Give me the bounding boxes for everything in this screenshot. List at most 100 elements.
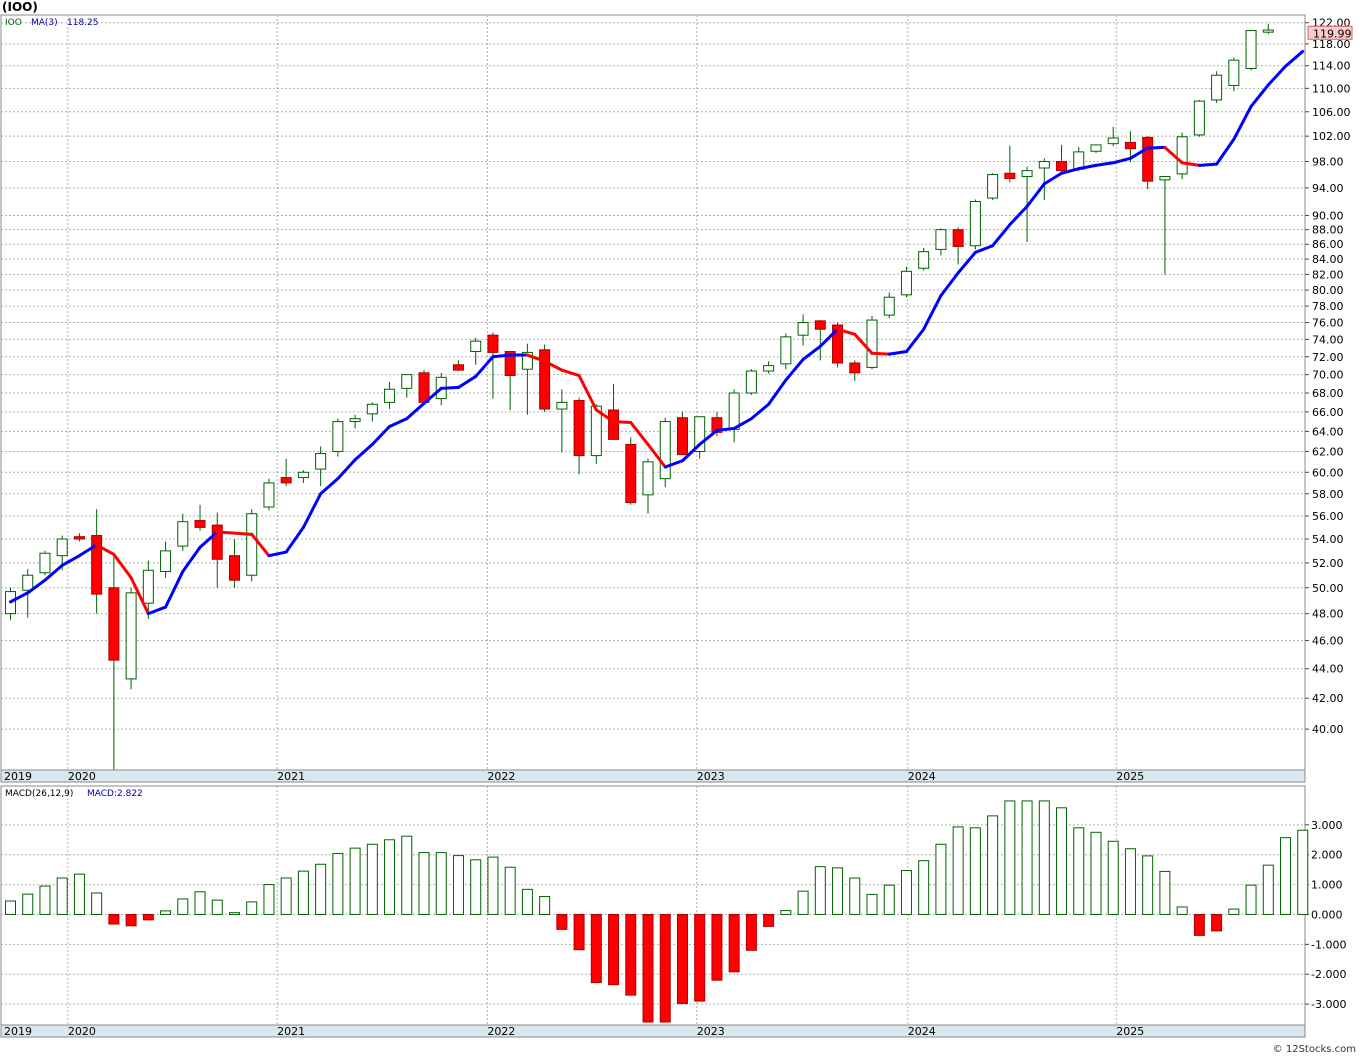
candle-body <box>883 296 895 316</box>
macd-bar <box>539 896 551 915</box>
ma-segment <box>956 250 977 275</box>
macd-bar <box>1176 906 1188 915</box>
ma-segment <box>1249 83 1270 108</box>
macd-bar <box>297 870 309 915</box>
ma-segment <box>1111 156 1132 165</box>
macd-bar <box>160 910 172 915</box>
candle-body <box>280 477 292 484</box>
candle-body <box>366 403 378 415</box>
macd-bar <box>435 852 447 915</box>
macd-bar <box>1245 884 1257 915</box>
candle-body <box>349 418 361 423</box>
price-tick-label: 56.00 <box>1312 510 1344 523</box>
macd-bar <box>1297 829 1309 915</box>
macd-title: MACD(26,12,9) <box>5 789 73 799</box>
candle-body <box>39 552 51 574</box>
macd-bar <box>797 890 809 915</box>
ma-label: MA(3) <box>31 18 58 28</box>
price-tick-label: 86.00 <box>1312 238 1344 251</box>
ma-segment <box>474 355 495 378</box>
macd-bar <box>866 893 878 915</box>
ma-segment <box>1215 137 1236 166</box>
macd-bar <box>366 843 378 915</box>
macd-bar <box>1090 831 1102 915</box>
macd-bar <box>1193 913 1205 936</box>
price-tick-label: 40.00 <box>1312 723 1344 736</box>
macd-bar <box>1107 840 1119 915</box>
candle-body <box>470 340 482 353</box>
candle-body <box>797 322 809 336</box>
macd-bar <box>918 860 930 915</box>
ma-value: 118.25 <box>67 18 99 28</box>
candle-body <box>987 174 999 199</box>
macd-bar <box>849 877 861 915</box>
ma-segment <box>1094 161 1115 167</box>
price-tick-label: 58.00 <box>1312 488 1344 501</box>
ma-segment <box>1042 171 1064 186</box>
macd-bar <box>1124 848 1136 915</box>
ma-segment <box>663 459 684 469</box>
candle-body <box>1142 136 1154 182</box>
candle-body <box>573 399 585 457</box>
candle-body <box>1176 136 1188 175</box>
ma-segment <box>9 591 30 604</box>
macd-bars <box>5 800 1309 1023</box>
candle-body <box>142 569 154 604</box>
macd-bar <box>73 873 85 915</box>
price-tick-label: 50.00 <box>1312 582 1344 595</box>
candle-body <box>780 336 792 365</box>
macd-axis: -3.000 -2.000 -1.000 0.000 1.000 2.000 3.000 <box>1305 819 1346 1011</box>
ma-segment <box>456 374 478 389</box>
ma-segment <box>1163 145 1184 165</box>
macd-bar <box>659 913 671 1023</box>
candle-body <box>590 405 602 457</box>
price-tick-label: 102.00 <box>1312 130 1351 143</box>
candle-body <box>556 401 568 410</box>
ma-segment <box>301 492 323 529</box>
ma-segment <box>594 408 616 424</box>
price-tick-label: 52.00 <box>1312 557 1344 570</box>
macd-value: MACD:2.822 <box>87 789 143 799</box>
candle-body <box>711 417 723 433</box>
ma-segment <box>543 359 564 372</box>
candle-body <box>194 520 206 528</box>
ma-segment <box>60 554 81 567</box>
ma-segment <box>1232 104 1253 141</box>
ma-segment <box>732 417 753 430</box>
candle-body <box>125 592 137 680</box>
macd-bar <box>349 847 361 915</box>
ma-segment <box>95 543 116 556</box>
candle-body <box>900 270 912 296</box>
candle-body <box>608 409 620 440</box>
ma-segment <box>422 386 443 405</box>
price-tick-label: 62.00 <box>1312 446 1344 459</box>
macd-bar <box>521 888 533 915</box>
macd-bar <box>1142 855 1154 915</box>
candle-body <box>211 524 223 560</box>
candle-body <box>56 538 68 557</box>
candle-body <box>22 574 34 591</box>
price-tick-label: 98.00 <box>1312 155 1344 168</box>
candle-body <box>659 421 671 480</box>
macd-bar <box>228 912 240 915</box>
macd-bar <box>1159 870 1171 915</box>
macd-bar <box>556 913 568 930</box>
candle-body <box>177 521 189 547</box>
candle-body <box>418 372 430 403</box>
price-tick-label: 64.00 <box>1312 425 1344 438</box>
ma-segment <box>146 605 168 616</box>
macd-tick-label: 0.000 <box>1311 908 1343 921</box>
price-x-axis-bar <box>0 769 1306 783</box>
candle-body <box>452 364 464 371</box>
ma-segment <box>836 327 857 336</box>
macd-bar <box>194 891 206 915</box>
macd-tick-label: -1.000 <box>1311 938 1346 951</box>
macd-bar <box>763 913 775 927</box>
symbol-label: IOO <box>5 18 22 28</box>
ma-segment <box>1180 161 1201 167</box>
candle-body <box>91 535 103 595</box>
price-tick-label: 66.00 <box>1312 406 1344 419</box>
ma-segment <box>680 442 702 463</box>
candle-body <box>73 536 85 540</box>
candle-body <box>504 351 516 377</box>
